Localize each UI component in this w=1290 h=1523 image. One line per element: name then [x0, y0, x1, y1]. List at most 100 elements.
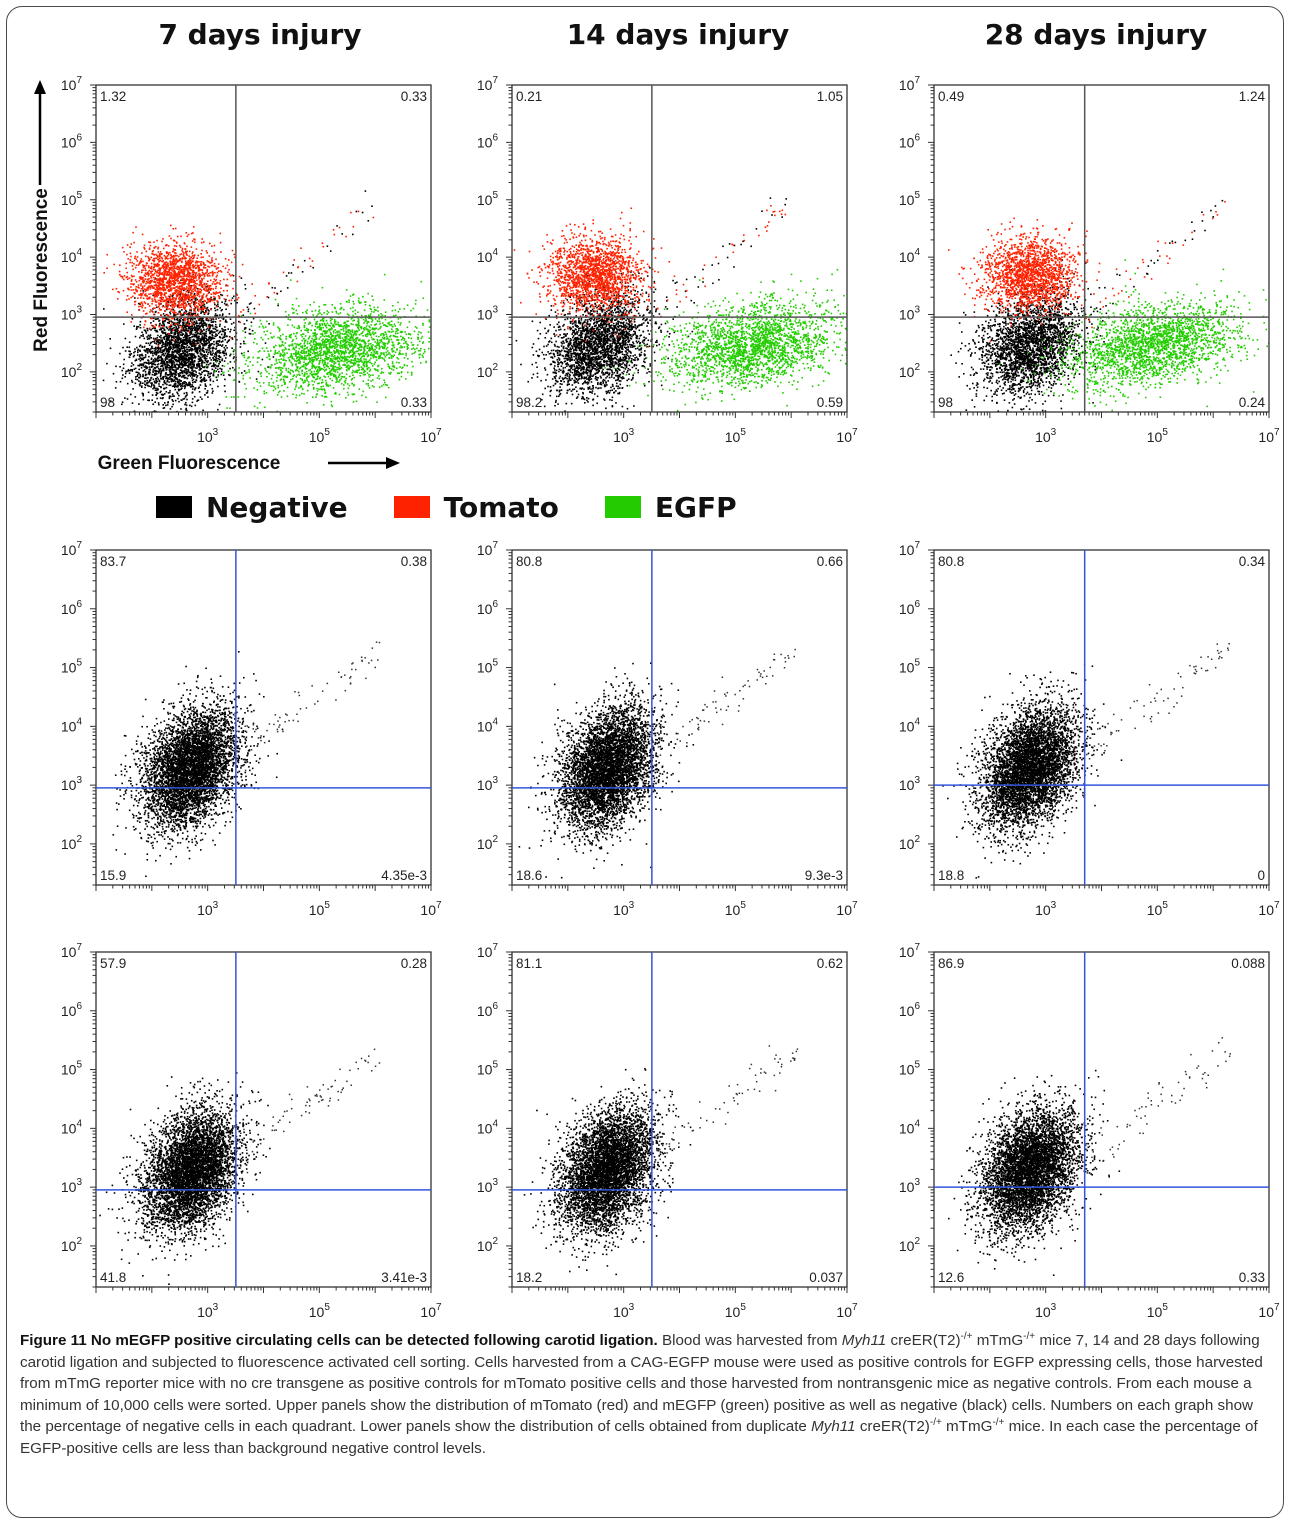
negative-point [166, 351, 168, 353]
negative-point [224, 329, 227, 331]
egfp-point [390, 357, 393, 359]
negative-point [184, 309, 187, 312]
tomato-point [188, 296, 191, 298]
tomato-point [219, 270, 222, 272]
negative-point [210, 343, 212, 345]
tomato-point [156, 301, 158, 303]
negative-point [164, 382, 166, 385]
negative-point [152, 370, 154, 372]
negative-point [126, 398, 129, 400]
negative-point [191, 365, 193, 368]
egfp-point [326, 352, 329, 354]
egfp-point [249, 361, 251, 363]
tomato-point [165, 298, 168, 301]
negative-point [211, 325, 214, 327]
tomato-point [143, 248, 146, 250]
negative-point [154, 346, 157, 349]
negative-point [250, 321, 253, 324]
negative-point [198, 349, 201, 352]
tomato-point [204, 273, 206, 275]
negative-point [188, 346, 191, 348]
tomato-point [206, 290, 209, 292]
negative-point [231, 347, 233, 349]
negative-point [176, 391, 178, 394]
negative-point [246, 306, 249, 308]
negative-point [215, 351, 217, 354]
tomato-point [162, 278, 165, 280]
negative-point [176, 332, 179, 334]
negative-point [196, 375, 199, 377]
tomato-point [201, 284, 204, 286]
negative-point [174, 399, 177, 402]
negative-point [148, 363, 150, 365]
negative-point [215, 356, 217, 358]
negative-point [151, 345, 153, 348]
tomato-point [193, 238, 195, 240]
egfp-point [322, 364, 325, 367]
negative-point [192, 378, 195, 381]
tomato-point [179, 306, 181, 309]
negative-point [202, 366, 204, 368]
negative-point [156, 380, 159, 383]
negative-point [183, 339, 186, 341]
tomato-point [130, 289, 133, 291]
negative-point [170, 343, 173, 345]
tomato-point [154, 323, 157, 326]
egfp-point [371, 320, 373, 323]
negative-point [190, 332, 192, 335]
negative-point [184, 386, 186, 388]
negative-point [234, 335, 236, 338]
tomato-point [181, 272, 184, 275]
tomato-point [176, 254, 178, 257]
tomato-point [172, 317, 175, 320]
negative-point [177, 351, 180, 354]
negative-point [185, 394, 187, 397]
egfp-point [344, 339, 346, 342]
tomato-point [224, 267, 227, 270]
negative-point [144, 377, 146, 379]
negative-point [232, 357, 235, 360]
egfp-point [362, 367, 364, 369]
tomato-point [171, 267, 173, 270]
tomato-point [219, 241, 222, 244]
negative-point [150, 365, 153, 368]
negative-point [141, 386, 143, 388]
negative-point [185, 372, 188, 374]
negative-point [186, 333, 188, 336]
negative-point [164, 387, 166, 390]
tomato-point [154, 307, 156, 309]
tomato-point [218, 282, 221, 284]
negative-point [178, 338, 181, 340]
tomato-point [208, 255, 211, 257]
tomato-point [154, 293, 157, 295]
negative-point [166, 362, 169, 364]
tomato-point [192, 260, 194, 262]
egfp-point [313, 350, 315, 352]
tomato-point [162, 297, 164, 299]
egfp-point [348, 384, 351, 387]
negative-point [136, 378, 139, 381]
tomato-point [190, 285, 192, 288]
egfp-point [378, 343, 380, 346]
negative-point [142, 382, 144, 384]
tomato-point [220, 251, 222, 253]
negative-point [142, 370, 145, 372]
tomato-point [183, 305, 185, 307]
egfp-point [422, 352, 425, 355]
egfp-point [294, 354, 297, 356]
tomato-point [160, 282, 162, 285]
negative-point [131, 318, 134, 320]
egfp-point [385, 335, 388, 338]
tomato-point [170, 324, 172, 326]
tomato-point [216, 281, 219, 284]
negative-point [240, 277, 243, 279]
negative-point [213, 347, 215, 350]
tomato-point [142, 286, 144, 289]
negative-point [221, 345, 223, 347]
tomato-point [169, 276, 171, 278]
negative-point [179, 320, 182, 322]
negative-point [166, 342, 168, 345]
negative-point [109, 338, 111, 340]
negative-point [139, 344, 142, 347]
negative-point [148, 380, 151, 383]
